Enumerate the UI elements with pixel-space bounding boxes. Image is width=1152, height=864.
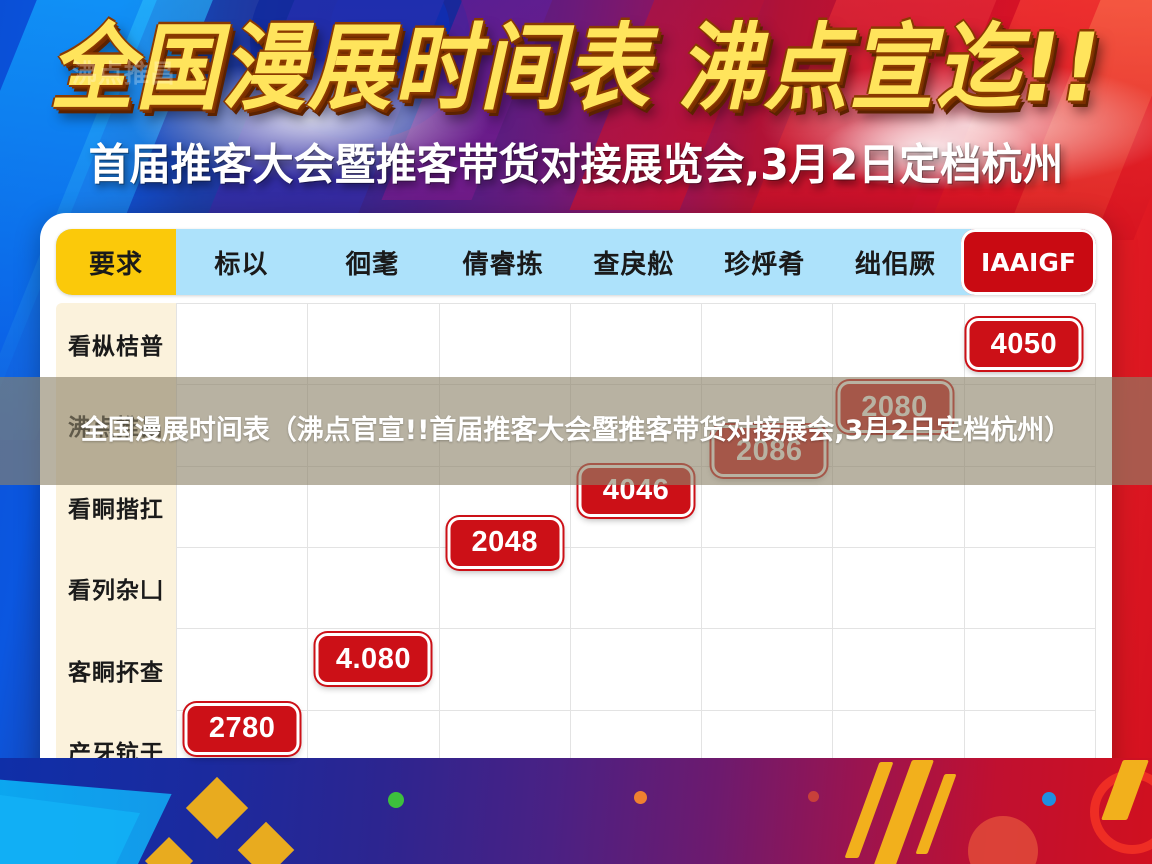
value-badge[interactable]: 2048 <box>447 516 563 569</box>
table-header-row: 要求 标以 徊耄 倩睿拣 查戾舩 珍烀肴 绌佀厥 IAAIGF <box>56 229 1096 295</box>
circle-shape <box>968 816 1038 864</box>
table-row-label-3[interactable]: 看列杂凵 <box>68 578 164 605</box>
table-header-cell-2[interactable]: 徊耄 <box>345 249 400 280</box>
table-cell[interactable] <box>440 710 571 791</box>
table-cell[interactable] <box>702 710 834 791</box>
watermark-text: 沸点推昌 <box>72 59 177 88</box>
caption-overlay-band: 全国漫展时间表（沸点官宣!!首届推客大会暨推客带货对接展会,3月2日定档杭州） <box>0 377 1152 485</box>
table-cell[interactable] <box>702 547 834 629</box>
table-cell[interactable] <box>965 547 1096 629</box>
table-cell[interactable] <box>571 710 703 791</box>
table-cell[interactable]: 4.080 <box>308 629 440 710</box>
table-cell[interactable] <box>833 304 965 385</box>
table-cell[interactable] <box>833 710 965 791</box>
table-cell[interactable] <box>308 710 440 791</box>
table-cell[interactable] <box>571 547 703 629</box>
table-cell[interactable] <box>177 629 309 710</box>
table-cell[interactable] <box>308 547 440 629</box>
table-header-cell-4[interactable]: 查戾舩 <box>593 249 675 280</box>
table-header-cell-highlight[interactable]: IAAIGF <box>960 229 1096 295</box>
table-cell[interactable] <box>702 304 834 385</box>
headline-part-2: 沸点宣迄!! <box>677 13 1103 123</box>
table-row: 4.080 <box>177 629 1096 711</box>
poster-headline: 全国漫展时间表 沸点宣迄!! <box>0 16 1152 119</box>
headline-part-1: 全国漫展时间表 <box>49 13 652 123</box>
table-cell[interactable] <box>440 547 571 629</box>
table-cell[interactable] <box>833 466 965 547</box>
table-header-cell-5[interactable]: 珍烀肴 <box>724 249 806 280</box>
table-row-label-4[interactable]: 客眮抔查 <box>68 659 164 686</box>
table-cell[interactable] <box>440 304 571 385</box>
value-badge[interactable]: 4.080 <box>315 633 431 686</box>
table-header-cell-1[interactable]: 标以 <box>214 249 269 280</box>
table-row: 4050 <box>177 304 1096 386</box>
table-cell[interactable] <box>965 710 1096 791</box>
table-header-cell-3[interactable]: 倩睿拣 <box>462 249 544 280</box>
table-cell[interactable] <box>571 629 703 710</box>
table-cell[interactable] <box>308 466 440 547</box>
diamond-shape <box>185 776 249 840</box>
poster-subheadline: 首届推客大会暨推客带货对接展览会,3月2日定档杭州 <box>88 139 1064 191</box>
table-cell[interactable]: 2780 <box>177 702 309 791</box>
confetti-dot <box>634 791 647 804</box>
table-cell[interactable] <box>440 629 571 710</box>
table-cell[interactable] <box>177 466 309 547</box>
table-cell[interactable] <box>965 629 1096 710</box>
table-row-label-2[interactable]: 看眮揩扛 <box>68 496 164 523</box>
schedule-table: 要求 标以 徊耄 倩睿拣 查戾舩 珍烀肴 绌佀厥 IAAIGF 看枞桔普 沸点推… <box>56 229 1096 792</box>
table-cell[interactable]: 2048 <box>440 466 571 569</box>
table-cell[interactable] <box>702 466 834 547</box>
value-badge[interactable]: 2780 <box>184 702 300 755</box>
table-row-label-0[interactable]: 看枞桔普 <box>68 333 164 360</box>
table-cell[interactable]: 4050 <box>965 304 1096 385</box>
confetti-dot <box>808 791 819 802</box>
value-badge[interactable]: 4050 <box>966 318 1082 371</box>
table-row <box>177 547 1096 630</box>
caption-text: 全国漫展时间表（沸点官宣!!首届推客大会暨推客带货对接展会,3月2日定档杭州） <box>80 415 1072 446</box>
table-cell[interactable] <box>702 629 834 710</box>
table-header-cell-requirement[interactable]: 要求 <box>56 229 176 295</box>
table-cell[interactable] <box>177 547 309 629</box>
diamond-shape <box>237 821 295 864</box>
schedule-card: 要求 标以 徊耄 倩睿拣 查戾舩 珍烀肴 绌佀厥 IAAIGF 看枞桔普 沸点推… <box>40 213 1112 806</box>
bottom-decoration-band <box>0 758 1152 864</box>
confetti-dot <box>388 792 404 808</box>
table-cell[interactable] <box>965 466 1096 547</box>
diamond-shape <box>144 836 194 864</box>
table-cell[interactable] <box>833 547 965 629</box>
confetti-dot <box>1042 792 1056 806</box>
table-cell[interactable] <box>308 304 440 385</box>
table-header-cell-6[interactable]: 绌佀厥 <box>855 249 937 280</box>
table-cell[interactable] <box>833 629 965 710</box>
table-cell[interactable] <box>571 304 703 385</box>
table-cell[interactable] <box>177 304 309 385</box>
